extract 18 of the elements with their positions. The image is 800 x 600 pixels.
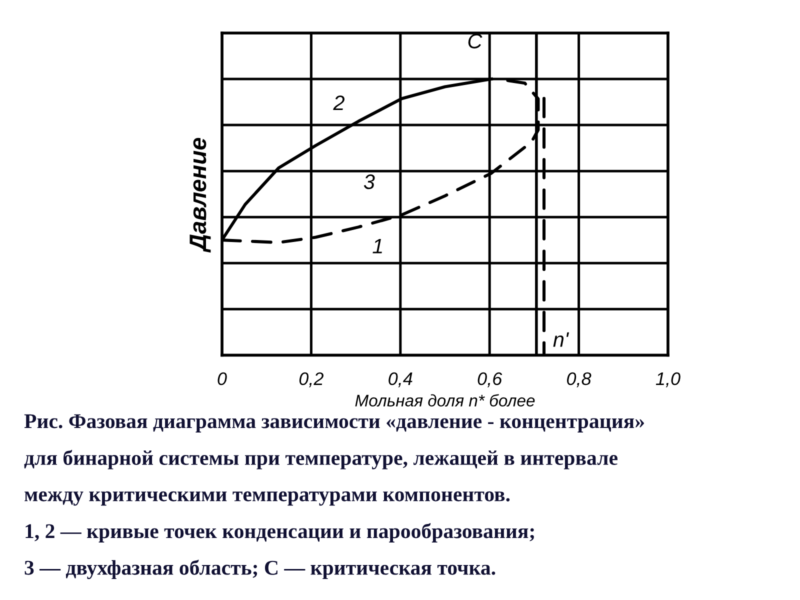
text: 3 — двухфазная область; C — критическая точка.	[24, 560, 496, 580]
y-axis-title: Давление	[190, 138, 211, 253]
x-tick-label: 0,8	[567, 372, 592, 388]
x-axis-title: Мольная доля n* более	[355, 394, 535, 406]
x-tick-label: 0,4	[388, 372, 412, 388]
series-label: 2	[333, 95, 345, 110]
series-label: 1	[372, 238, 382, 254]
text: между критическими температурами компонентов.	[24, 491, 510, 506]
annotation: C	[468, 34, 482, 49]
text: Рис. Фазовая диаграмма зависимости «давление - концентрация»	[24, 414, 644, 432]
x-tick-label: 0,6	[478, 372, 502, 388]
x-tick-label: 0	[218, 372, 227, 386]
x-tick-label: 0,2	[299, 372, 324, 388]
annotation: 3	[364, 174, 375, 190]
series-label: n'	[553, 332, 570, 347]
x-tick-label: 1,0	[656, 372, 680, 388]
text: для бинарной системы при температуре, лежащей в интервале	[24, 450, 618, 470]
text: 1, 2 — кривые точек конденсации и парообразования;	[26, 523, 534, 542]
